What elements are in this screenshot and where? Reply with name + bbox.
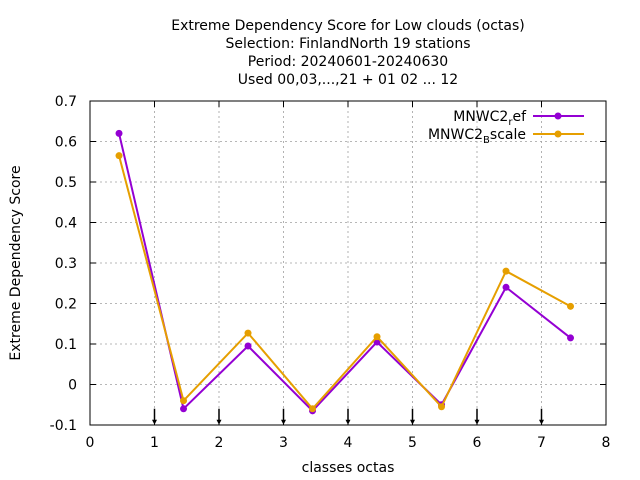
grid	[90, 101, 606, 425]
legend-marker	[554, 130, 562, 138]
data-point	[567, 334, 575, 342]
class-markers	[152, 408, 544, 425]
y-tick-label: 0.2	[55, 297, 77, 313]
data-point	[373, 338, 381, 346]
y-tick-label: 0.3	[55, 256, 77, 272]
data-point	[180, 405, 188, 413]
y-tick-label: 0.7	[55, 94, 77, 110]
x-tick-label: 6	[473, 435, 482, 451]
y-tick-label: 0.4	[55, 216, 77, 232]
legend-label: MNWC2ref	[453, 109, 527, 128]
x-tick-label: 7	[537, 435, 546, 451]
class-marker-arrow	[216, 419, 222, 425]
data-point	[502, 267, 510, 275]
y-tick-label: 0	[68, 378, 77, 394]
y-tick-label: 0.6	[55, 135, 77, 151]
y-tick-label: 0.1	[55, 337, 77, 353]
x-tick-label: 8	[602, 435, 611, 451]
data-point	[244, 329, 252, 337]
x-axis-label: classes octas	[302, 460, 395, 476]
class-marker-arrow	[410, 419, 415, 425]
title-line: Used 00,03,...,21 + 01 02 ... 12	[238, 72, 458, 88]
series	[115, 129, 575, 415]
x-tick-label: 0	[86, 435, 95, 451]
title-line: Selection: FinlandNorth 19 stations	[225, 36, 470, 52]
series-line	[118, 155, 572, 411]
x-tick-label: 4	[344, 435, 353, 451]
data-point	[244, 342, 252, 350]
chart-title: Extreme Dependency Score for Low clouds …	[171, 18, 525, 88]
data-point	[438, 403, 446, 411]
data-point	[115, 152, 123, 160]
x-tick-label: 1	[150, 435, 159, 451]
data-point	[180, 397, 188, 405]
y-tick-label: -0.1	[50, 418, 77, 434]
y-axis: -0.1 0 0.1 0.2 0.3 0.4 0.5 0.6 0.7	[50, 94, 606, 434]
class-marker-arrow	[474, 419, 480, 425]
x-tick-label: 3	[279, 435, 288, 451]
class-marker-arrow	[345, 419, 351, 425]
title-line: Period: 20240601-20240630	[248, 54, 448, 70]
data-point	[373, 333, 381, 341]
legend-marker	[554, 112, 562, 120]
x-tick-label: 5	[408, 435, 417, 451]
y-axis-label: Extreme Dependency Score	[8, 165, 24, 360]
data-point	[309, 405, 317, 413]
class-marker-arrow	[281, 419, 286, 425]
data-point	[115, 129, 123, 137]
title-line: Extreme Dependency Score for Low clouds …	[171, 18, 525, 34]
series-line	[118, 133, 572, 413]
data-point	[567, 302, 575, 310]
legend-label: MNWC2Bscale	[428, 127, 526, 146]
class-marker-arrow	[539, 419, 544, 425]
x-tick-label: 2	[215, 435, 224, 451]
y-tick-label: 0.5	[55, 175, 77, 191]
class-marker-arrow	[152, 419, 157, 425]
data-point	[502, 283, 510, 291]
